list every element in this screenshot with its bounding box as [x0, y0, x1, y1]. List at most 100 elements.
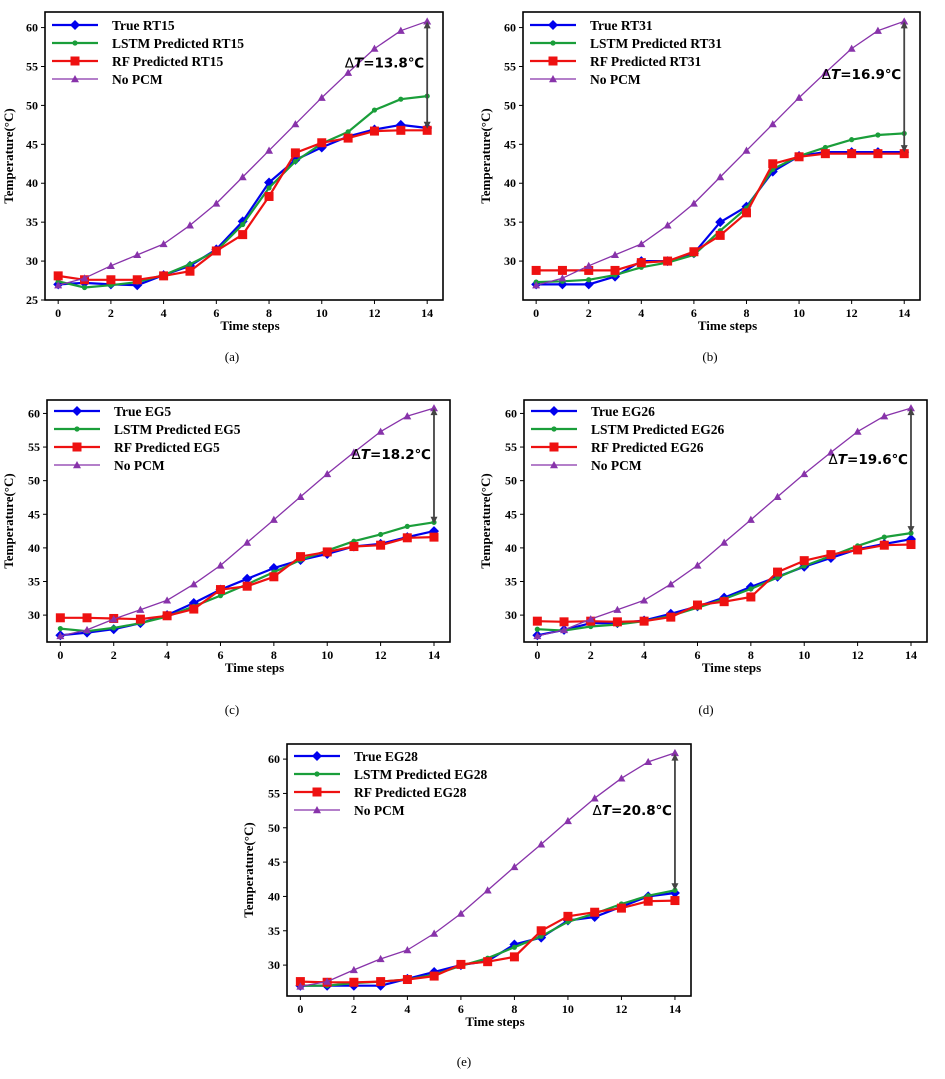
y-tick-label: 45 [504, 137, 516, 151]
plot-frame [286, 743, 692, 997]
data-point [510, 862, 519, 871]
y-axis-label: Temperature(°C) [478, 473, 493, 568]
data-point [533, 631, 542, 640]
data-point [133, 250, 142, 259]
data-point [111, 625, 117, 631]
data-point [82, 613, 92, 623]
x-tick-label: 8 [743, 306, 749, 320]
x-axis-label: Time steps [698, 318, 757, 333]
data-point [532, 616, 542, 626]
data-point [611, 250, 620, 259]
series-3 [531, 149, 909, 275]
data-point [509, 952, 519, 962]
legend-item: LSTM Predicted EG28 [294, 767, 487, 782]
legend-item: LSTM Predicted EG5 [54, 422, 241, 437]
data-point [557, 265, 567, 275]
data-point [879, 540, 889, 550]
data-point [532, 281, 541, 289]
legend-item: True EG26 [531, 404, 655, 419]
x-tick-label: 6 [691, 306, 697, 320]
data-point [899, 149, 909, 159]
data-point [189, 604, 199, 614]
y-tick-label: 50 [28, 474, 40, 488]
y-tick-label: 50 [26, 98, 38, 112]
x-tick-label: 2 [586, 306, 592, 320]
data-point [847, 149, 857, 159]
data-point [720, 538, 729, 546]
legend-item: RF Predicted RT15 [52, 54, 224, 69]
x-tick-label: 4 [161, 306, 167, 320]
y-tick-label: 35 [26, 215, 38, 229]
y-tick-label: 40 [26, 176, 38, 190]
data-point [456, 909, 465, 917]
data-point [456, 959, 466, 969]
delta-arrow-head-bottom [671, 883, 679, 891]
delta-arrow-head-bottom [423, 121, 431, 129]
data-point [429, 971, 439, 981]
y-tick-label: 55 [28, 440, 40, 454]
data-point [323, 469, 332, 478]
caption-c: (c) [224, 702, 240, 717]
data-point [369, 126, 379, 136]
data-point [242, 581, 252, 591]
x-axis-label: Time steps [465, 1014, 524, 1029]
data-point [370, 44, 379, 52]
y-tick-label: 55 [26, 59, 38, 73]
data-point [584, 265, 594, 275]
data-point [586, 277, 592, 283]
data-point [826, 550, 836, 560]
data-point [56, 631, 65, 640]
data-point [54, 281, 63, 289]
legend-label: No PCM [112, 72, 163, 87]
legend-label: True RT31 [590, 18, 653, 33]
legend-box [526, 16, 746, 94]
chart-e: 0 2 4 6 8 10 12 14 30 35 40 45 50 55 60 Time steps Tempe… [241, 743, 692, 1029]
data-point [715, 217, 726, 228]
delta-label: ΔT=16.9℃ [822, 67, 901, 83]
data-point [376, 540, 386, 550]
data-point [847, 44, 856, 52]
data-point [511, 944, 518, 950]
data-point [746, 515, 755, 523]
chart-b: 0 2 4 6 8 10 12 14 30 35 40 45 50 55 60 Time steps Tempe… [478, 11, 921, 333]
data-point [666, 612, 676, 622]
data-point [583, 279, 594, 290]
data-point [265, 146, 274, 154]
legend-label: No PCM [354, 803, 405, 818]
delta-arrow-head-bottom [900, 145, 908, 153]
data-point [396, 26, 405, 34]
legend-box [290, 747, 510, 825]
caption-e: (e) [456, 1054, 472, 1069]
data-point [238, 173, 247, 181]
data-point [741, 208, 751, 218]
legend-label: LSTM Predicted RT15 [112, 36, 244, 51]
x-tick-label: 2 [351, 1002, 357, 1016]
series-4 [532, 17, 909, 289]
chart-c: 0 2 4 6 8 10 12 14 30 35 40 45 50 55 60 Time steps Tempe… [1, 399, 451, 675]
chart-panel-d: 0 2 4 6 8 10 12 14 30 35 40 45 50 55 60 Time steps Tempe… [477, 380, 937, 690]
series-line [536, 152, 905, 272]
legend-marker [71, 75, 79, 83]
data-point [162, 611, 172, 621]
series-2 [55, 93, 430, 291]
data-point [799, 556, 809, 566]
legend-marker [72, 406, 82, 416]
data-point [238, 230, 248, 240]
y-tick-label: 60 [505, 406, 517, 420]
legend: True RT15 LSTM Predicted RT15 RF Predicted… [48, 16, 248, 94]
legend-marker [550, 461, 558, 469]
data-point [135, 614, 145, 624]
data-point [396, 125, 406, 135]
chart-panel-e: 0 2 4 6 8 10 12 14 30 35 40 45 50 55 60 Time steps Tempe… [240, 730, 710, 1040]
data-point [57, 625, 63, 632]
data-point [590, 907, 600, 917]
legend-label: LSTM Predicted EG28 [354, 767, 487, 782]
data-point [612, 617, 622, 627]
data-point [159, 239, 168, 248]
legend-label: RF Predicted EG26 [591, 440, 704, 455]
x-tick-label: 14 [669, 1002, 681, 1016]
legend-marker [312, 751, 322, 761]
x-tick-label: 0 [57, 648, 63, 662]
data-point [295, 977, 305, 987]
data-point [185, 221, 194, 229]
